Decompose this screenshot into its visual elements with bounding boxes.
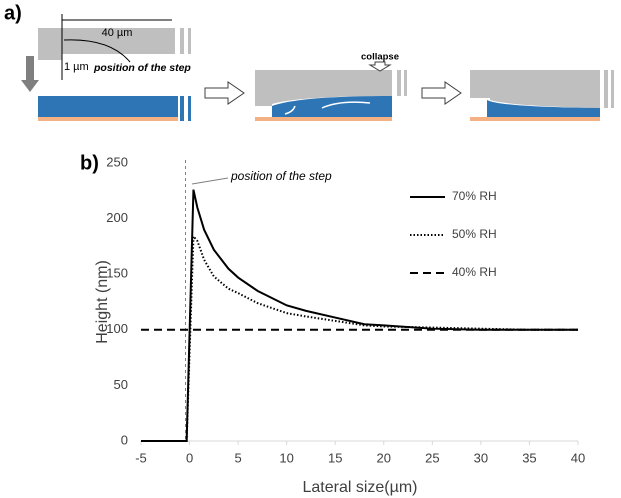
x-tick-label: -5 [135, 450, 147, 465]
stage-3 [470, 70, 614, 121]
series-line [141, 233, 578, 442]
x-tick-label: 20 [377, 450, 391, 465]
y-tick-label: 150 [106, 266, 128, 281]
cantilever [470, 70, 600, 108]
x-axis-label: Lateral size(µm) [302, 479, 417, 496]
pointer [63, 39, 131, 63]
break [611, 70, 614, 108]
break [404, 70, 407, 96]
flow-arrow [321, 101, 371, 109]
series-line [141, 189, 578, 442]
y-tick-label: 100 [106, 321, 128, 336]
down-arrow [21, 56, 39, 92]
stage-1: 40 µm 1 µm position of the step [21, 14, 191, 121]
x-tick-label: 10 [279, 450, 293, 465]
y-tick-label: 50 [114, 377, 128, 392]
x-tick-label: 25 [425, 450, 439, 465]
x-tick-label: 5 [234, 450, 241, 465]
plot-area: 0 50 100 150 200 250 -5 0 5 10 15 20 25 30 35 40 70% RH 5… [106, 154, 585, 465]
cantilever [255, 70, 392, 106]
flow-arrow [284, 105, 296, 115]
x-tick-label: 0 [186, 450, 193, 465]
substrate [470, 117, 600, 121]
step [38, 54, 62, 60]
y-tick-label: 0 [121, 432, 128, 447]
legend-label: 70% RH [452, 189, 497, 203]
substrate [255, 117, 392, 121]
x-tick-label: 15 [328, 450, 342, 465]
y-tick-label: 250 [106, 154, 128, 169]
collapse-label: collapse [361, 52, 399, 63]
break [188, 28, 191, 54]
break [180, 28, 184, 54]
step-label: position of the step [93, 62, 191, 74]
x-tick-label: 35 [522, 450, 536, 465]
break [604, 70, 608, 108]
y-tick-label: 200 [106, 210, 128, 225]
y-axis-label: Height (nm) [94, 260, 111, 344]
break [188, 96, 191, 121]
legend-label: 50% RH [452, 227, 497, 241]
panel-label: a) [4, 2, 22, 24]
panel-label: b) [80, 152, 99, 174]
water-layer [272, 96, 392, 117]
x-tick-label: 40 [571, 450, 585, 465]
water-layer [38, 96, 178, 117]
process-arrow [421, 81, 462, 105]
break [397, 70, 401, 96]
x-tick-label: 30 [474, 450, 488, 465]
height-label: 1 µm [64, 61, 89, 73]
annotation: position of the step [230, 169, 332, 183]
process-arrow [204, 81, 245, 105]
cantilever [38, 28, 175, 54]
break [180, 96, 184, 121]
water-layer [487, 100, 600, 117]
length-label: 40 µm [102, 27, 133, 39]
annotation-arrow [191, 177, 229, 185]
collapse-arrow [368, 61, 392, 72]
stage-2: collapse [255, 52, 407, 121]
legend-label: 40% RH [452, 265, 497, 279]
substrate [38, 117, 178, 121]
